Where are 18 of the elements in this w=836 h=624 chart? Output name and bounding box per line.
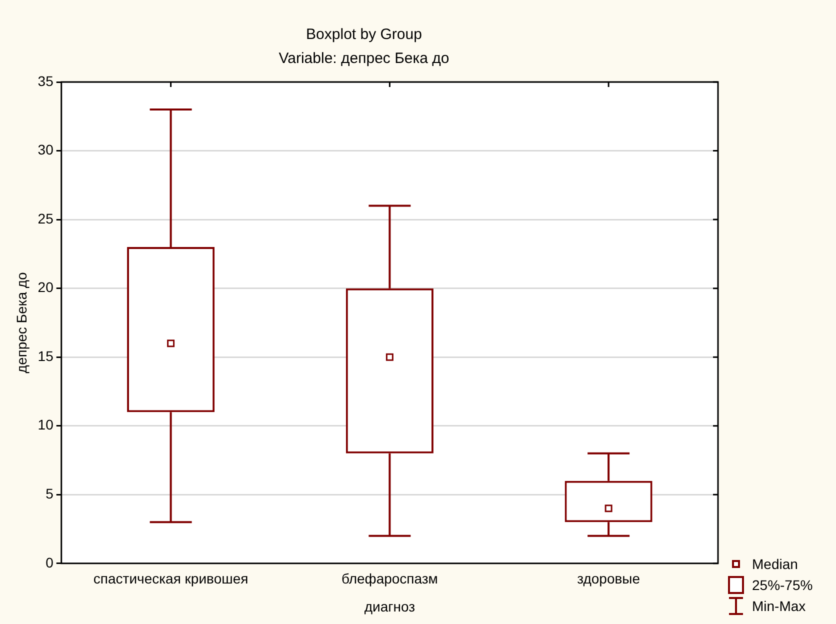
x-tick-label: блефароспазм bbox=[341, 570, 438, 587]
y-tick-label: 25 bbox=[38, 210, 54, 226]
chart-subtitle: Variable: депрес Бека до bbox=[278, 50, 450, 68]
text: 25%-75% bbox=[752, 576, 813, 592]
x-axis-title: диагноз bbox=[364, 598, 416, 614]
y-tick-label: 30 bbox=[38, 142, 54, 158]
y-tick-label: 5 bbox=[46, 485, 54, 502]
y-tick-label: 15 bbox=[38, 348, 54, 364]
y-tick-label: 10 bbox=[38, 416, 54, 433]
text: Median bbox=[752, 556, 798, 572]
y-tick-label: 0 bbox=[46, 554, 54, 570]
x-tick-label: здоровые bbox=[577, 570, 640, 587]
y-tick-label: 35 bbox=[38, 72, 54, 89]
y-axis-title: депрес Бека до bbox=[13, 272, 30, 374]
x-tick-label: спастическая кривошея bbox=[93, 570, 248, 587]
y-tick-label: 20 bbox=[38, 279, 54, 296]
text: Min-Max bbox=[752, 598, 806, 614]
chart-title: Boxplot by Group bbox=[306, 26, 422, 44]
